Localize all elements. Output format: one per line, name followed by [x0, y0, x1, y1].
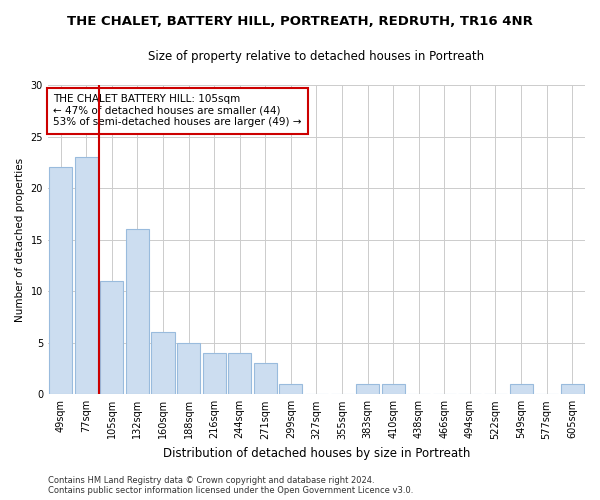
Bar: [100, 281, 124, 394]
Bar: [75, 157, 98, 394]
Bar: [561, 384, 584, 394]
Bar: [356, 384, 379, 394]
Text: THE CHALET BATTERY HILL: 105sqm
← 47% of detached houses are smaller (44)
53% of: THE CHALET BATTERY HILL: 105sqm ← 47% of…: [53, 94, 302, 128]
Bar: [49, 168, 72, 394]
Y-axis label: Number of detached properties: Number of detached properties: [15, 158, 25, 322]
Bar: [280, 384, 302, 394]
Text: Contains HM Land Registry data © Crown copyright and database right 2024.
Contai: Contains HM Land Registry data © Crown c…: [48, 476, 413, 495]
Bar: [177, 343, 200, 394]
Bar: [126, 230, 149, 394]
Bar: [254, 364, 277, 394]
Bar: [509, 384, 533, 394]
Bar: [228, 353, 251, 395]
Text: THE CHALET, BATTERY HILL, PORTREATH, REDRUTH, TR16 4NR: THE CHALET, BATTERY HILL, PORTREATH, RED…: [67, 15, 533, 28]
Bar: [382, 384, 404, 394]
X-axis label: Distribution of detached houses by size in Portreath: Distribution of detached houses by size …: [163, 447, 470, 460]
Bar: [203, 353, 226, 395]
Bar: [151, 332, 175, 394]
Title: Size of property relative to detached houses in Portreath: Size of property relative to detached ho…: [148, 50, 485, 63]
